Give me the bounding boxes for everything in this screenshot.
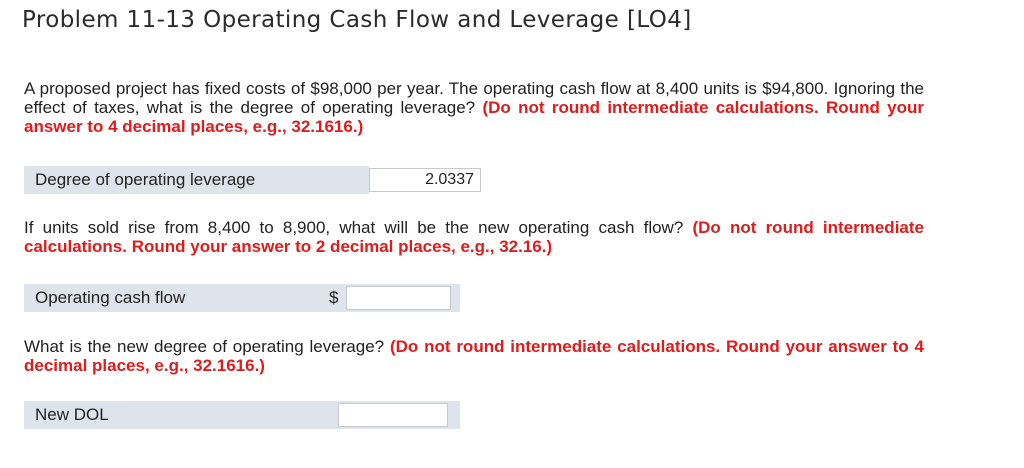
question-3-instruction: (Do not round intermediate calculations.… — [24, 337, 924, 375]
dol-answer-input[interactable] — [369, 168, 481, 192]
question-2-body: If units sold rise from 8,400 to 8,900, … — [24, 218, 684, 237]
problem-title: Problem 11-13 Operating Cash Flow and Le… — [22, 7, 692, 33]
ocf-answer-input[interactable] — [346, 286, 451, 310]
dol-label: Degree of operating leverage — [24, 166, 369, 194]
question-1-body: A proposed project has fixed costs of $9… — [24, 79, 924, 117]
new-dol-answer-input[interactable] — [338, 403, 448, 427]
question-3-body: What is the new degree of operating leve… — [24, 337, 385, 356]
question-3-text: What is the new degree of operating leve… — [24, 337, 924, 375]
question-1-text: A proposed project has fixed costs of $9… — [24, 79, 924, 136]
dollar-sign: $ — [329, 288, 339, 307]
question-2-text: If units sold rise from 8,400 to 8,900, … — [24, 218, 924, 256]
question-2-instruction: (Do not round intermediate calculations.… — [24, 218, 924, 256]
question-1-instruction: (Do not round intermediate calculations.… — [24, 98, 924, 136]
